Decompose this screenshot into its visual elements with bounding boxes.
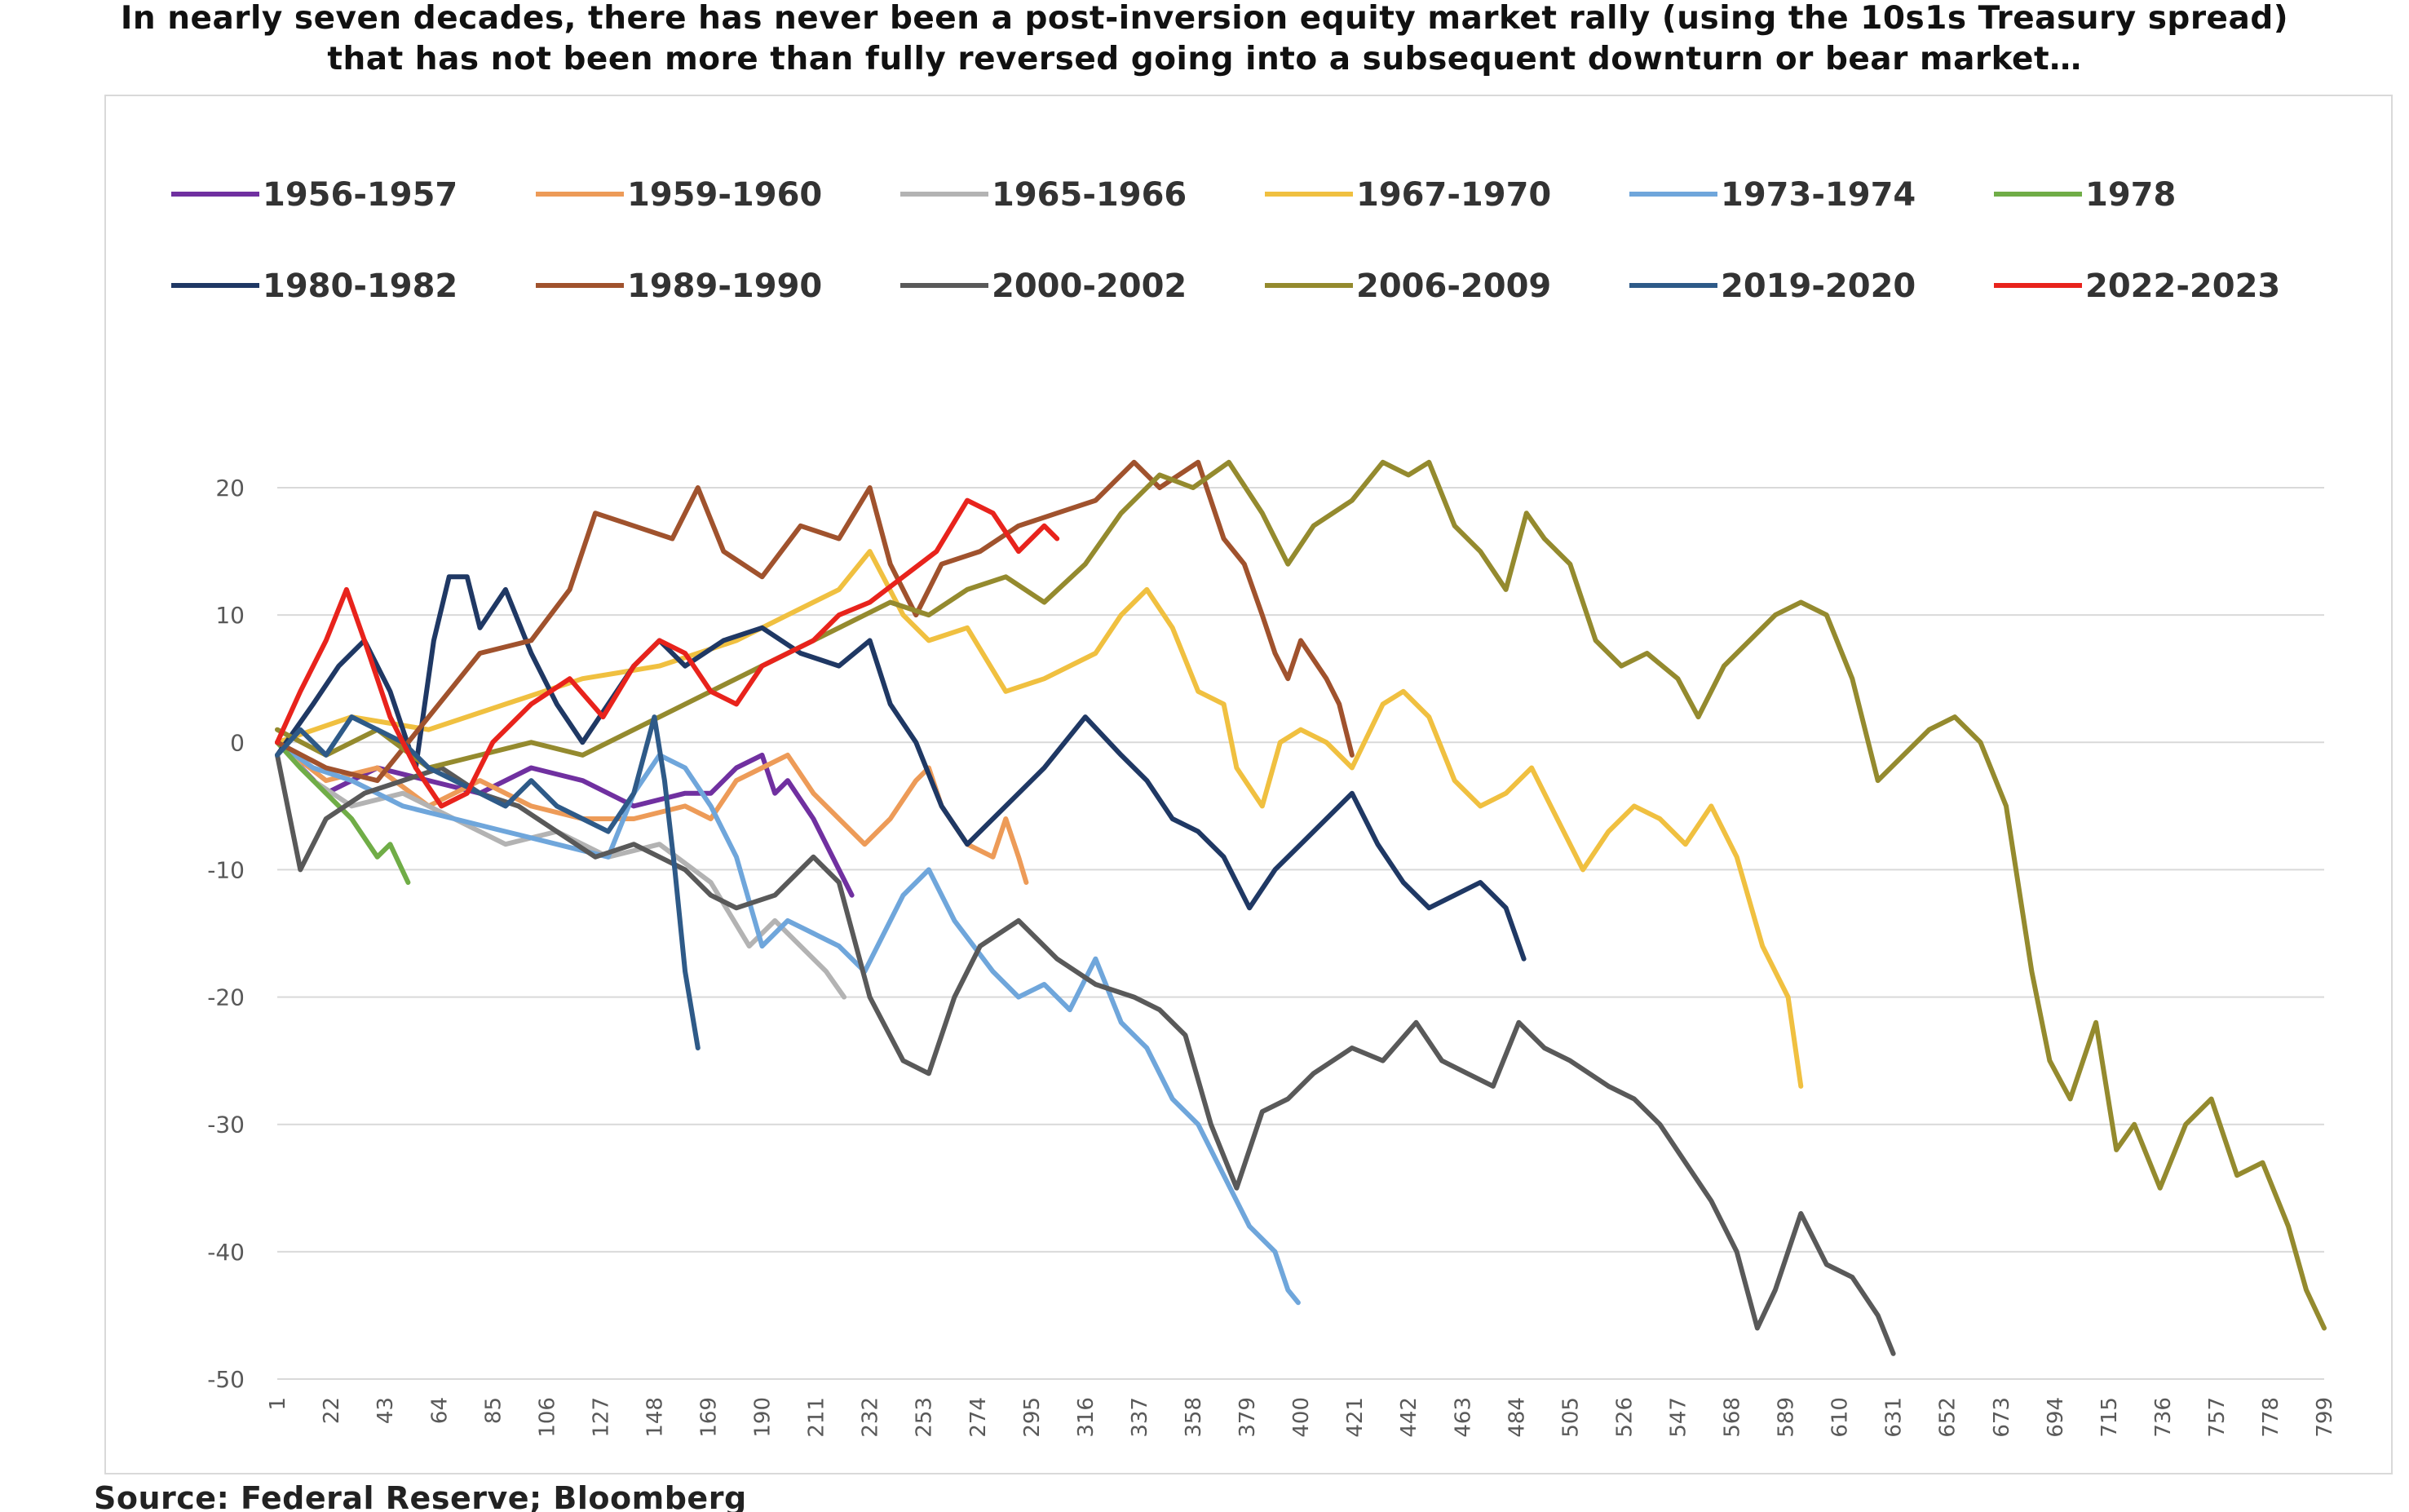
y-tick-label: -50 [207, 1366, 245, 1393]
series-line [275, 574, 1527, 962]
y-tick-label: 10 [215, 602, 245, 629]
series-line [275, 459, 2327, 1331]
x-tick-label: 295 [1020, 1397, 1045, 1438]
series-line [275, 714, 701, 1050]
x-tick-label: 652 [1936, 1397, 1960, 1438]
x-tick-label: 736 [2151, 1397, 2176, 1438]
legend-label: 2006-2009 [1356, 267, 1551, 305]
legend-label: 1980-1982 [263, 267, 457, 305]
x-tick-label: 463 [1451, 1397, 1475, 1438]
y-tick-label: -30 [207, 1112, 245, 1138]
x-tick-label: 673 [1990, 1397, 2014, 1438]
x-tick-label: 43 [374, 1397, 398, 1424]
legend-label: 1959-1960 [627, 176, 822, 214]
legend-label: 1989-1990 [627, 267, 822, 305]
x-tick-label: 337 [1128, 1397, 1152, 1438]
x-tick-label: 547 [1666, 1397, 1691, 1438]
x-tick-label: 526 [1612, 1397, 1637, 1438]
x-tick-label: 757 [2205, 1397, 2230, 1438]
x-tick-label: 106 [535, 1397, 559, 1438]
x-tick-label: 127 [589, 1397, 613, 1438]
series-line [275, 549, 1804, 1089]
x-tick-label: 484 [1505, 1397, 1529, 1438]
x-tick-label: 631 [1882, 1397, 1907, 1438]
x-tick-label: 253 [913, 1397, 937, 1438]
x-tick-label: 799 [2313, 1397, 2337, 1438]
y-tick-label: -10 [207, 856, 245, 883]
x-tick-label: 169 [697, 1397, 722, 1438]
headline-line-2: that has not been more than fully revers… [327, 41, 2082, 77]
x-tick-label: 1 [266, 1397, 290, 1411]
chart-frame: 20 10 0 -10 -20 -30 -40 -50 1 22 43 64 85 106 127 148 16… [104, 95, 2393, 1474]
series-line [275, 740, 1301, 1306]
legend-label: 1965-1966 [992, 176, 1187, 214]
x-tick-label: 442 [1397, 1397, 1421, 1438]
x-tick-label: 505 [1558, 1397, 1583, 1438]
x-tick-label: 610 [1828, 1397, 1853, 1438]
x-tick-label: 358 [1182, 1397, 1206, 1438]
legend-label: 1978 [2085, 176, 2176, 214]
source-note: Source: Federal Reserve; Bloomberg [94, 1480, 747, 1512]
x-tick-label: 778 [2259, 1397, 2283, 1438]
y-tick-label: -40 [207, 1239, 245, 1266]
legend-label: 1967-1970 [1356, 176, 1551, 214]
y-tick-label: 0 [230, 729, 245, 756]
line-chart: 20 10 0 -10 -20 -30 -40 -50 1 22 43 64 85 106 127 148 16… [171, 176, 2337, 1438]
legend-label: 1973-1974 [1721, 176, 1916, 214]
x-tick-label: 589 [1775, 1397, 1799, 1438]
series-line [275, 740, 411, 885]
legend-label: 1956-1957 [263, 176, 457, 214]
x-tick-label: 148 [643, 1397, 667, 1438]
x-tick-label: 232 [859, 1397, 883, 1438]
legend-label: 2000-2002 [992, 267, 1187, 305]
x-tick-label: 64 [427, 1397, 452, 1424]
x-tick-label: 568 [1721, 1397, 1745, 1438]
x-tick-label: 694 [2044, 1397, 2068, 1438]
series-line [275, 752, 1896, 1356]
legend-label: 2019-2020 [1721, 267, 1916, 305]
y-tick-label: -20 [207, 984, 245, 1011]
x-tick-label: 85 [481, 1397, 506, 1424]
x-tick-label: 421 [1343, 1397, 1368, 1438]
series-line [275, 497, 1060, 809]
legend-label: 2022-2023 [2085, 267, 2280, 305]
x-tick-label: 715 [2097, 1397, 2122, 1438]
x-tick-label: 22 [320, 1397, 344, 1424]
x-tick-label: 400 [1289, 1397, 1314, 1438]
x-tick-label: 379 [1235, 1397, 1260, 1438]
x-tick-label: 316 [1074, 1397, 1098, 1438]
x-tick-label: 211 [805, 1397, 829, 1438]
x-tick-label: 274 [966, 1397, 991, 1438]
headline-line-1: In nearly seven decades, there has never… [120, 0, 2289, 37]
y-tick-label: 20 [215, 475, 245, 502]
series-line [275, 459, 1355, 784]
x-tick-label: 190 [751, 1397, 776, 1438]
